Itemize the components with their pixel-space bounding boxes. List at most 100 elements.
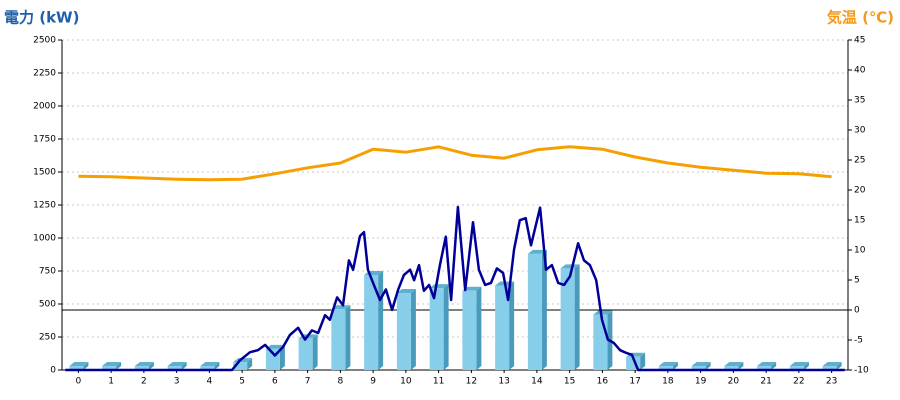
x-tick-label: 4 (207, 377, 213, 387)
bar-side (836, 362, 842, 370)
bar-front (691, 366, 706, 370)
bar (658, 362, 678, 370)
x-tick-label: 21 (760, 377, 771, 387)
bar-side (410, 289, 416, 370)
bar-front (658, 366, 673, 370)
bar (560, 264, 580, 370)
y2-tick-label: 15 (854, 216, 865, 226)
x-tick-label: 8 (338, 377, 344, 387)
bar-front (757, 366, 772, 370)
bar-top (724, 362, 744, 367)
bar-top (396, 289, 416, 294)
bar-side (574, 264, 580, 370)
line (78, 145, 832, 182)
bar-side (116, 362, 122, 370)
x-tick-label: 20 (728, 377, 740, 387)
y2-axis-title: 気温 (℃) (827, 9, 894, 27)
bar-top (167, 362, 187, 367)
bar-side (443, 284, 449, 370)
bar-side (378, 270, 384, 370)
bar (757, 362, 777, 370)
bar-side (83, 362, 89, 370)
bar (331, 305, 351, 370)
x-tick-label: 6 (272, 377, 278, 387)
bar-front (822, 366, 837, 370)
bar (691, 362, 711, 370)
bar-side (247, 358, 253, 370)
y2-tick-label: -10 (854, 366, 869, 376)
y-tick-label: 2250 (33, 69, 56, 79)
bar-side (476, 286, 482, 370)
y2-tick-label: 30 (854, 126, 866, 136)
y2-tick-label: 35 (854, 96, 865, 106)
bar-side (771, 362, 777, 370)
bar-side (705, 362, 711, 370)
bar-front (495, 285, 510, 370)
y2-tick-label: 25 (854, 156, 865, 166)
bar-top (265, 344, 285, 349)
bar-front (527, 253, 542, 370)
bar-front (298, 338, 313, 370)
y2-tick-label: 40 (854, 66, 866, 76)
bar-top (789, 362, 809, 367)
bar-front (134, 366, 149, 370)
bar-side (803, 362, 809, 370)
bar-front (560, 268, 575, 370)
x-tick-label: 15 (564, 377, 575, 387)
x-tick-label: 13 (498, 377, 509, 387)
x-tick-label: 16 (597, 377, 609, 387)
x-tick-label: 11 (433, 377, 444, 387)
y-tick-label: 2000 (33, 102, 56, 112)
line (65, 205, 845, 372)
x-tick-label: 12 (466, 377, 477, 387)
bar-side (214, 362, 220, 370)
x-tick-label: 0 (76, 377, 82, 387)
y2-tick-label: 45 (854, 36, 865, 46)
bar-front (233, 362, 248, 370)
bar (789, 362, 809, 370)
bar-top (593, 310, 613, 315)
bar-side (509, 281, 515, 370)
bar (69, 362, 89, 370)
x-tick-label: 9 (370, 377, 376, 387)
bar-top (134, 362, 154, 367)
y2-tick-label: 10 (854, 246, 866, 256)
bar-side (148, 362, 154, 370)
bar-front (724, 366, 739, 370)
bar-side (672, 362, 678, 370)
y-tick-label: 250 (39, 333, 56, 343)
bar-side (738, 362, 744, 370)
bar-front (200, 366, 215, 370)
bar-top (462, 286, 482, 291)
bar-side (541, 249, 547, 370)
bar (462, 286, 482, 370)
y-tick-label: 1000 (33, 234, 56, 244)
y2-tick-label: -5 (854, 336, 863, 346)
bar-top (658, 362, 678, 367)
bar-front (167, 366, 182, 370)
bar (134, 362, 154, 370)
y2-tick-label: 20 (854, 186, 866, 196)
x-tick-label: 19 (695, 377, 707, 387)
bar-front (102, 366, 117, 370)
bar (102, 362, 122, 370)
bar-top (757, 362, 777, 367)
bar-front (69, 366, 84, 370)
bar (495, 281, 515, 370)
bar-side (640, 352, 646, 370)
bar-side (181, 362, 187, 370)
y-tick-label: 0 (50, 366, 56, 376)
bar-front (429, 288, 444, 370)
y-axis-title: 電力 (kW) (4, 9, 79, 27)
bar-front (396, 293, 411, 370)
bar-top (331, 305, 351, 310)
x-tick-label: 3 (174, 377, 180, 387)
x-tick-label: 7 (305, 377, 311, 387)
bar-side (345, 305, 351, 370)
bar-top (527, 249, 547, 254)
bar (429, 284, 449, 370)
x-tick-label: 22 (793, 377, 804, 387)
bar (724, 362, 744, 370)
x-tick-label: 14 (531, 377, 543, 387)
